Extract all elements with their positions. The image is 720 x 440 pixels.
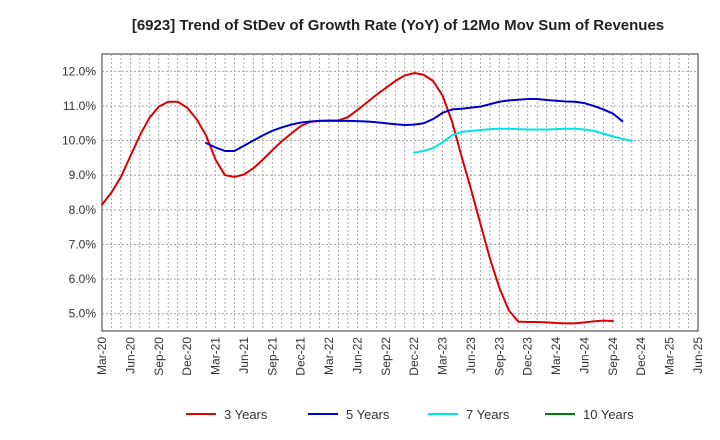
x-axis: Mar-20 Jun-20 Sep-20 Dec-20 Mar-21 Jun-21 Sep-… (95, 337, 705, 376)
x-tick-label: Jun-20 (123, 337, 137, 374)
x-tick-label: Jun-25 (691, 337, 705, 374)
x-tick-label: Mar-20 (95, 337, 109, 375)
legend-label: 7 Years (466, 407, 510, 422)
series-line-7-years (413, 127, 633, 154)
x-tick-label: Mar-22 (322, 337, 336, 375)
y-tick-label: 11.0% (63, 99, 96, 113)
y-tick-label: 6.0% (69, 272, 97, 286)
x-tick-label: Jun-24 (577, 337, 591, 374)
y-axis: 5.0% 6.0% 7.0% 8.0% 9.0% 10.0% 11.0% 12.0% (62, 64, 96, 320)
x-tick-label: Mar-21 (209, 337, 223, 375)
series-line-5-years (205, 98, 624, 152)
y-tick-label: 7.0% (69, 237, 97, 251)
plot-area (101, 53, 699, 332)
y-tick-label: 9.0% (69, 168, 97, 182)
x-tick-label: Mar-24 (549, 337, 563, 375)
x-tick-label: Jun-22 (350, 337, 364, 374)
x-tick-label: Sep-22 (379, 337, 393, 376)
y-tick-label: 12.0% (62, 64, 96, 78)
x-tick-label: Dec-22 (407, 337, 421, 376)
x-tick-label: Sep-23 (492, 337, 506, 376)
series-line-3-years (101, 72, 614, 325)
x-tick-label: Dec-20 (180, 337, 194, 376)
y-tick-label: 5.0% (69, 307, 97, 321)
grid-lines (102, 54, 698, 331)
x-tick-label: Mar-25 (663, 337, 677, 375)
series-lines (101, 72, 633, 325)
x-tick-label: Sep-20 (152, 337, 166, 376)
x-tick-label: Mar-23 (436, 337, 450, 375)
legend-label: 3 Years (224, 407, 268, 422)
x-tick-label: Dec-21 (294, 337, 308, 376)
x-tick-label: Jun-23 (464, 337, 478, 374)
y-tick-label: 8.0% (69, 203, 97, 217)
legend-label: 5 Years (346, 407, 390, 422)
legend-label: 10 Years (583, 407, 634, 422)
x-tick-label: Sep-24 (606, 337, 620, 376)
legend: 3 Years 5 Years 7 Years 10 Years (186, 407, 634, 422)
x-tick-label: Dec-23 (521, 337, 535, 376)
x-tick-label: Jun-21 (237, 337, 251, 374)
x-tick-label: Dec-24 (634, 337, 648, 376)
chart-title: [6923] Trend of StDev of Growth Rate (Yo… (132, 17, 664, 34)
x-tick-label: Sep-21 (265, 337, 279, 376)
y-tick-label: 10.0% (62, 134, 96, 148)
